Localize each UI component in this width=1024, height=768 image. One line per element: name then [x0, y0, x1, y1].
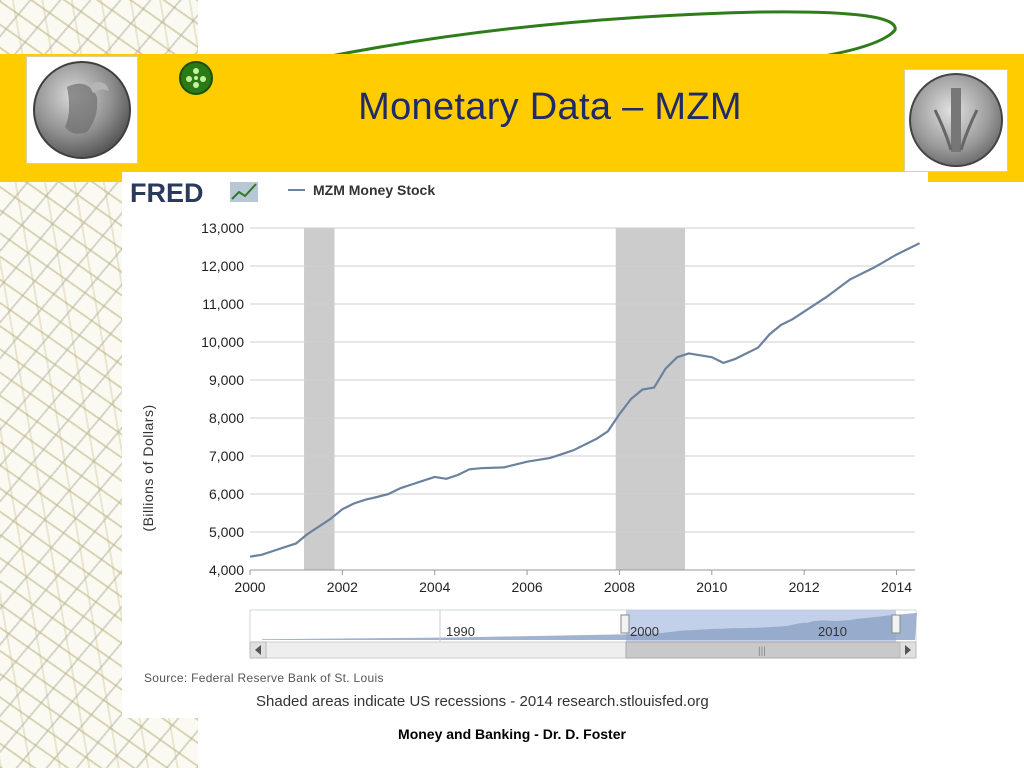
x-tick-label: 2008 — [604, 579, 635, 595]
x-tick-label: 2012 — [789, 579, 820, 595]
recession-note: Shaded areas indicate US recessions - 20… — [256, 693, 709, 710]
navigator[interactable]: 1990 2000 2010 — [249, 609, 917, 643]
recession-band — [615, 228, 686, 570]
arrow-left-icon — [255, 645, 261, 655]
legend: MZM Money Stock — [288, 182, 435, 198]
x-tick-label: 2014 — [881, 579, 912, 595]
y-tick-label: 8,000 — [209, 410, 244, 426]
y-tick-label: 11,000 — [202, 296, 244, 312]
navigator-left-handle[interactable] — [620, 614, 630, 634]
y-tick-label: 13,000 — [201, 220, 244, 236]
y-tick-label: 9,000 — [209, 372, 244, 388]
y-axis-label: (Billions of Dollars) — [140, 404, 156, 531]
mzm-line-chart: FRED MZM Money Stock 4,000 5,000 6,000 7,00… — [130, 178, 921, 710]
arrow-right-icon — [905, 645, 911, 655]
page-title: Monetary Data – MZM — [358, 86, 742, 128]
navigator-label-2000: 2000 — [630, 624, 659, 639]
y-tick-label: 6,000 — [209, 486, 244, 502]
x-tick-label: 2004 — [419, 579, 450, 595]
navigator-label-2010: 2010 — [818, 624, 847, 639]
y-tick-label: 12,000 — [201, 258, 244, 274]
source-note: Source: Federal Reserve Bank of St. Loui… — [144, 671, 384, 685]
dime-reverse-coin — [904, 69, 1008, 172]
scrollbar[interactable]: ||| — [249, 641, 917, 659]
y-tick-label: 7,000 — [209, 448, 244, 464]
mercury-dime-coin — [26, 56, 138, 164]
x-tick-label: 2010 — [696, 579, 727, 595]
x-tick-label: 2000 — [234, 579, 265, 595]
slide-footer: Money and Banking - Dr. D. Foster — [398, 726, 626, 742]
y-tick-label: 10,000 — [201, 334, 244, 350]
navigator-right-handle[interactable] — [891, 614, 901, 634]
line-chart-icon — [230, 182, 258, 202]
series-line-mzm — [249, 242, 921, 558]
legend-label: MZM Money Stock — [313, 182, 435, 198]
navigator-label-1990: 1990 — [446, 624, 475, 639]
y-tick-label: 4,000 — [209, 562, 244, 578]
svg-text:|||: ||| — [758, 646, 766, 657]
green-ornament-icon — [179, 61, 213, 95]
fred-chart-panel: FRED MZM Money Stock 4,000 5,000 6,000 7,00… — [122, 172, 928, 718]
y-tick-label: 5,000 — [209, 524, 244, 540]
title-banner — [0, 54, 1024, 182]
fred-logo: FRED — [130, 178, 204, 208]
x-tick-label: 2006 — [512, 579, 543, 595]
recession-band — [304, 228, 335, 570]
x-tick-label: 2002 — [327, 579, 358, 595]
